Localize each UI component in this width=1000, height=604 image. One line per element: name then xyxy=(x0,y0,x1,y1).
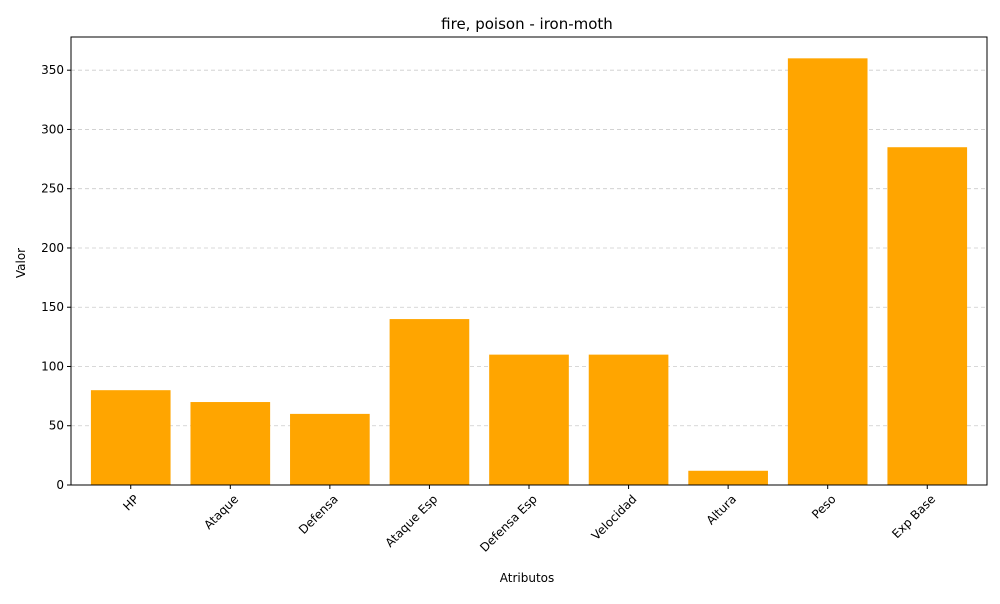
y-axis-label: Valor xyxy=(14,248,28,278)
x-axis-label: Atributos xyxy=(500,571,555,585)
x-tick-label: Ataque xyxy=(201,492,241,532)
x-tick-label: Velocidad xyxy=(589,492,640,543)
y-tick-label: 350 xyxy=(41,63,64,77)
x-ticks: HP Ataque Defensa Ataque Esp Defensa Esp Velo… xyxy=(120,485,938,555)
bar-altura xyxy=(688,470,768,485)
x-tick-label: HP xyxy=(120,492,141,513)
y-tick-label: 50 xyxy=(49,419,64,433)
y-tick-label: 0 xyxy=(56,478,64,492)
x-tick-label: Exp Base xyxy=(889,492,938,541)
y-tick-label: 250 xyxy=(41,182,64,196)
x-tick-label: Altura xyxy=(704,492,739,527)
bars xyxy=(90,58,968,485)
y-tick-label: 100 xyxy=(41,359,64,373)
x-tick-label: Defensa Esp xyxy=(477,492,540,555)
x-tick-label: Peso xyxy=(809,492,839,522)
bar-hp xyxy=(90,390,171,485)
y-ticks: 0 50 100 150 200 250 300 350 xyxy=(41,63,71,492)
bar-defensa-esp xyxy=(489,354,569,485)
y-tick-label: 300 xyxy=(41,122,64,136)
bar-peso xyxy=(787,58,868,485)
bar-ataque xyxy=(190,402,271,485)
chart-title: fire, poison - iron-moth xyxy=(441,15,613,33)
bar-velocidad xyxy=(588,354,669,485)
x-tick-label: Defensa xyxy=(296,492,341,537)
bar-exp-base xyxy=(887,147,968,485)
bar-ataque-esp xyxy=(389,319,470,485)
y-tick-label: 200 xyxy=(41,241,64,255)
y-tick-label: 150 xyxy=(41,300,64,314)
x-tick-label: Ataque Esp xyxy=(382,492,440,550)
bar-defensa xyxy=(290,413,370,485)
